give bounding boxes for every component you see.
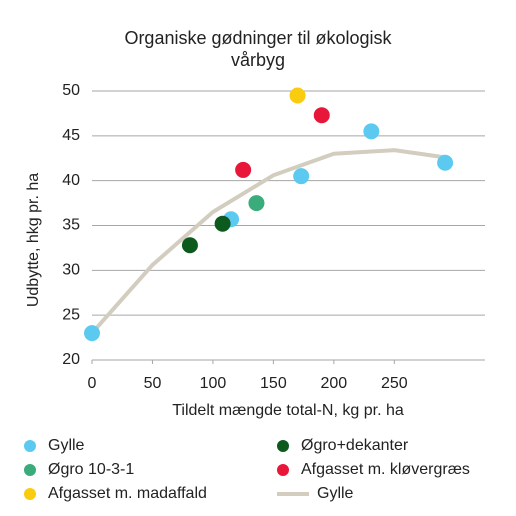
y-tick-label: 35 [62,217,80,234]
chart-title: Organiske gødninger til økologisk vårbyg [124,28,392,70]
point [437,154,454,171]
point [84,325,100,342]
y-tick-label: 40 [62,172,80,189]
y-tick-label: 30 [62,262,80,279]
legend-label: Gylle [317,485,354,502]
x-tick-label: 150 [260,375,287,392]
x-tick-label: 0 [88,375,97,392]
point [181,237,198,254]
x-tick-label: 100 [200,375,227,392]
legend-label: Gylle [48,437,85,454]
legend-marker [24,488,36,500]
point [363,123,380,140]
legend-label: Afgasset m. kløvergræs [301,461,470,478]
legend-marker [277,464,289,476]
y-tick-label: 45 [62,127,80,144]
y-tick-label: 20 [62,351,80,368]
point [313,107,330,124]
point [214,215,231,232]
point [235,161,252,178]
legend-label: Øgro+dekanter [301,437,409,454]
legend-label: Øgro 10-3-1 [48,461,134,478]
point [293,168,310,185]
point [289,87,306,104]
legend-marker [277,440,289,452]
x-axis-title: Tildelt mængde total-N, kg pr. ha [172,402,404,419]
y-tick-label: 50 [62,82,80,99]
legend-label: Afgasset m. madaffald [48,485,207,502]
y-axis-title: Udbytte, hkg pr. ha [25,173,42,307]
trend-line [90,148,448,336]
point [248,195,265,212]
legend-marker [24,464,36,476]
x-tick-label: 50 [144,375,162,392]
x-tick-label: 250 [381,375,408,392]
x-tick-label: 200 [320,375,347,392]
y-tick-label: 25 [62,306,80,323]
legend-marker [24,440,36,452]
